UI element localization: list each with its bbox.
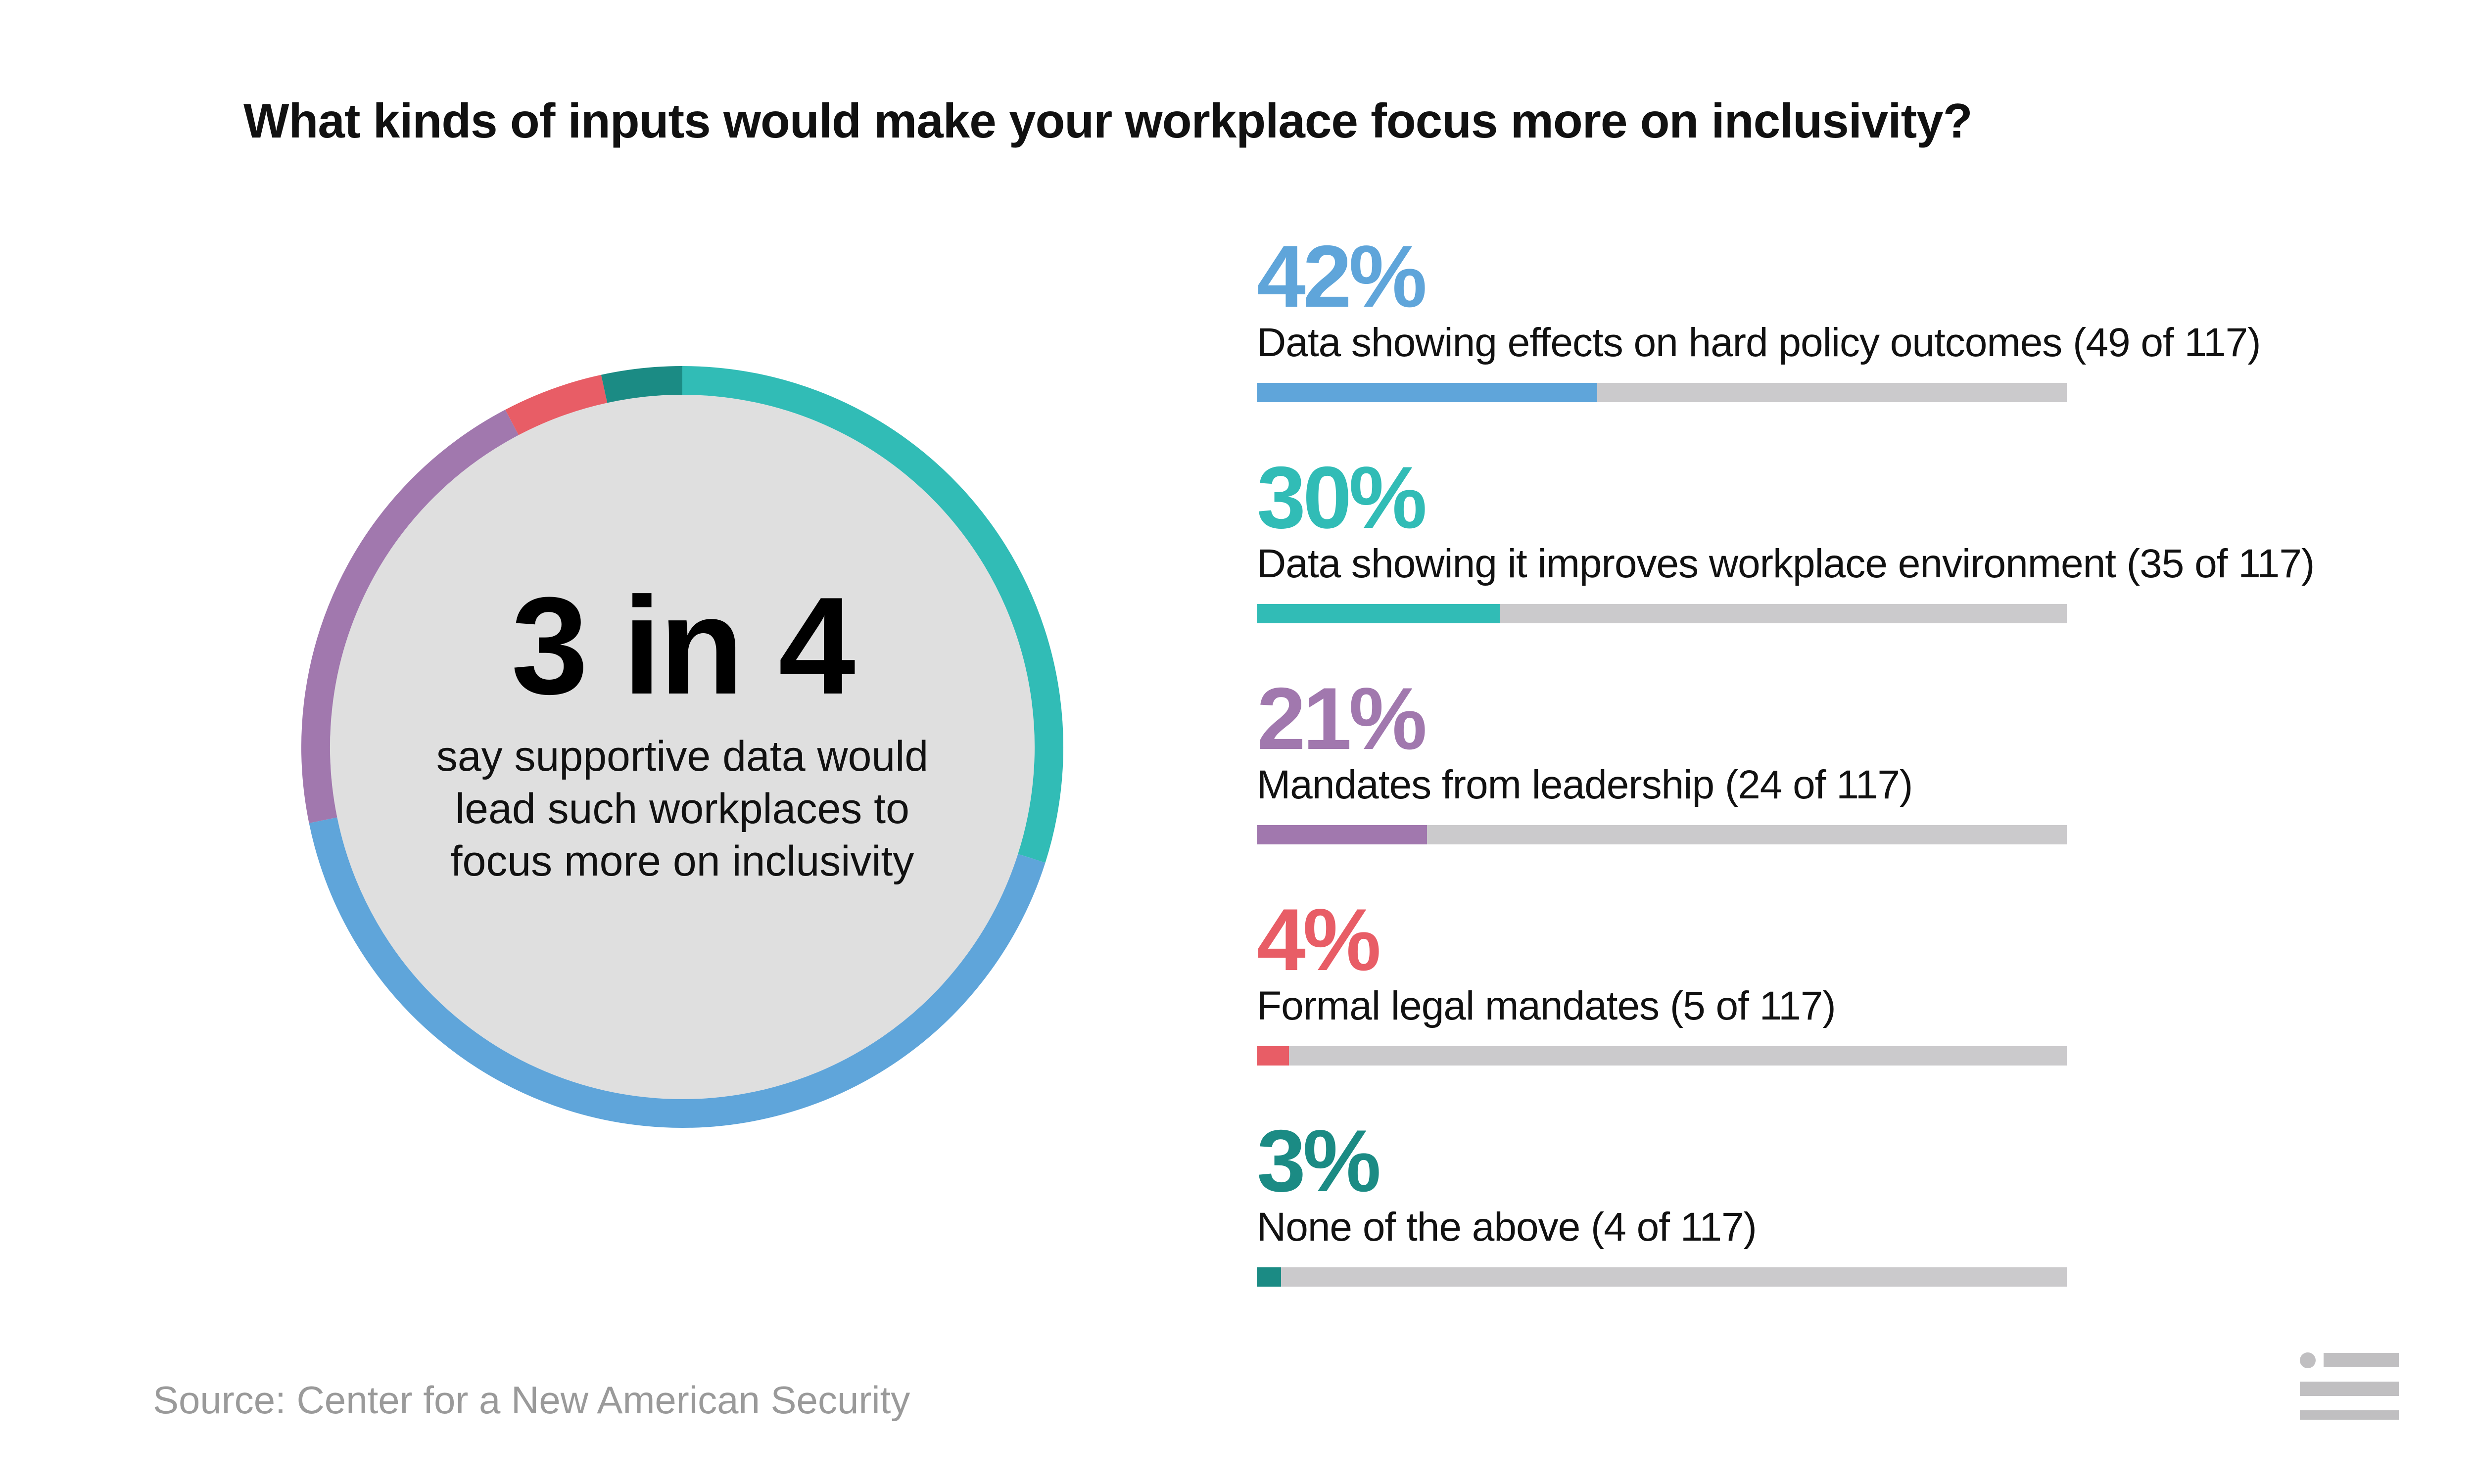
bar-fill [1257,383,1597,402]
donut-segment [682,366,1063,863]
percent-label: 42% [1257,227,1427,325]
bar-track [1257,1267,2067,1287]
donut-segment [301,410,519,824]
donut-segment [309,817,1046,1128]
category-label: Mandates from leadership (24 of 117) [1257,762,1913,807]
category-label: Data showing it improves workplace envir… [1257,541,2315,586]
bar-track [1257,825,2067,844]
category-label: Data showing effects on hard policy outc… [1257,320,2261,365]
percent-label: 30% [1257,448,1427,547]
bar-fill [1257,1046,1289,1066]
bar-row: 4% Formal legal mandates (5 of 117) [1257,896,2444,1066]
bar-fill [1257,1267,1282,1287]
cnas-logo-icon [2300,1352,2399,1420]
source-note: Source: Center for a New American Securi… [153,1378,910,1422]
bar-fill [1257,825,1427,844]
donut-segment [601,366,683,403]
percent-label: 21% [1257,669,1427,768]
bar-track [1257,1046,2067,1066]
bar-row: 42% Data showing effects on hard policy o… [1257,232,2444,402]
category-label: Formal legal mandates (5 of 117) [1257,983,1836,1028]
donut-center [330,395,1035,1099]
bar-track [1257,604,2067,623]
donut-center-text: 3 in 4 say supportive data would lead su… [385,577,979,887]
bar-row: 21% Mandates from leadership (24 of 117) [1257,675,2444,844]
bar-row: 30% Data showing it improves workplace en… [1257,454,2444,623]
percent-label: 4% [1257,890,1381,989]
percent-label: 3% [1257,1112,1381,1210]
chart-title: What kinds of inputs would make your wor… [243,93,1973,148]
headline-subtext: say supportive data would lead such work… [436,733,929,885]
bar-track [1257,383,2067,402]
category-label: None of the above (4 of 117) [1257,1205,1757,1250]
donut-segment [505,374,608,435]
headline-stat: 3 in 4 [511,569,856,723]
bar-fill [1257,604,1500,623]
bar-row: 3% None of the above (4 of 117) [1257,1117,2444,1287]
